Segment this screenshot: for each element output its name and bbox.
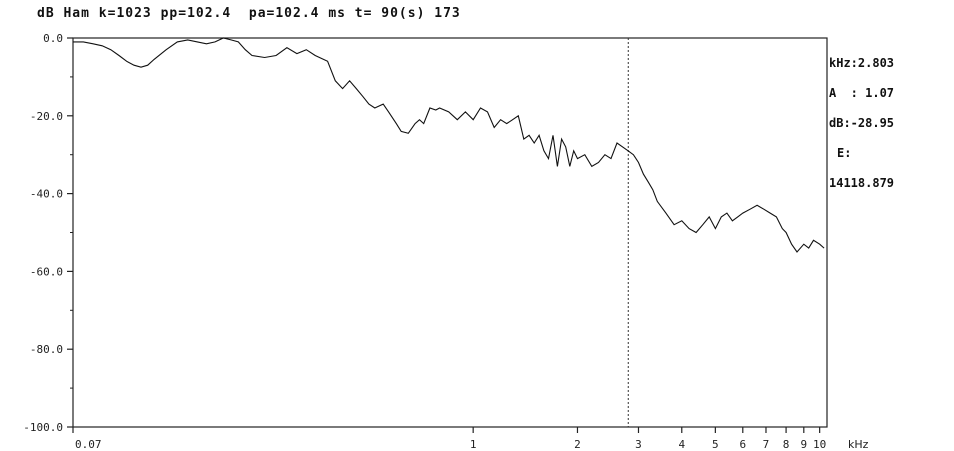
spectrum-series-line <box>73 37 825 253</box>
header-t: t= 90(s) <box>354 6 426 21</box>
readout-e-value: 14118.879 <box>829 176 895 190</box>
y-tick-label: 0.0 <box>43 32 63 45</box>
chart-header: dB Ham k=1023 pp=102.4 pa=102.4 ms t= 90… <box>37 6 461 21</box>
x-tick-label: 1 <box>470 438 477 451</box>
y-tick-label: -20.0 <box>30 110 63 123</box>
x-unit-label: kHz <box>848 438 869 451</box>
x-tick-label: 0.07 <box>75 438 102 451</box>
plot-frame <box>72 37 828 428</box>
readout-db: dB:-28.95 <box>829 116 895 130</box>
header-scale: dB <box>37 6 55 21</box>
header-pp: pp=102.4 <box>160 6 232 21</box>
header-k: k=1023 <box>98 6 152 21</box>
readout-khz: kHz:2.803 <box>829 56 895 70</box>
header-pa: pa=102.4 ms <box>248 6 346 21</box>
x-tick-label: 10 <box>813 438 826 451</box>
x-tick-label: 9 <box>800 438 807 451</box>
x-tick-label: 6 <box>739 438 746 451</box>
header-frame: 173 <box>434 6 461 21</box>
y-tick-label: -80.0 <box>30 343 63 356</box>
readout-a: A : 1.07 <box>829 86 895 100</box>
y-tick-label: -60.0 <box>30 265 63 278</box>
x-tick-label: 8 <box>783 438 790 451</box>
y-tick-label: -100.0 <box>23 421 63 434</box>
cursor-readout: kHz:2.803 A : 1.07 dB:-28.95 E: 14118.87… <box>829 38 894 198</box>
x-tick-label: 2 <box>574 438 581 451</box>
header-window: Ham <box>63 6 90 21</box>
y-tick-label: -40.0 <box>30 188 63 201</box>
x-tick-label: 5 <box>712 438 719 451</box>
x-tick-label: 7 <box>763 438 770 451</box>
readout-e: E: <box>837 146 852 160</box>
x-tick-label: 3 <box>635 438 642 451</box>
x-tick-label: 4 <box>678 438 685 451</box>
